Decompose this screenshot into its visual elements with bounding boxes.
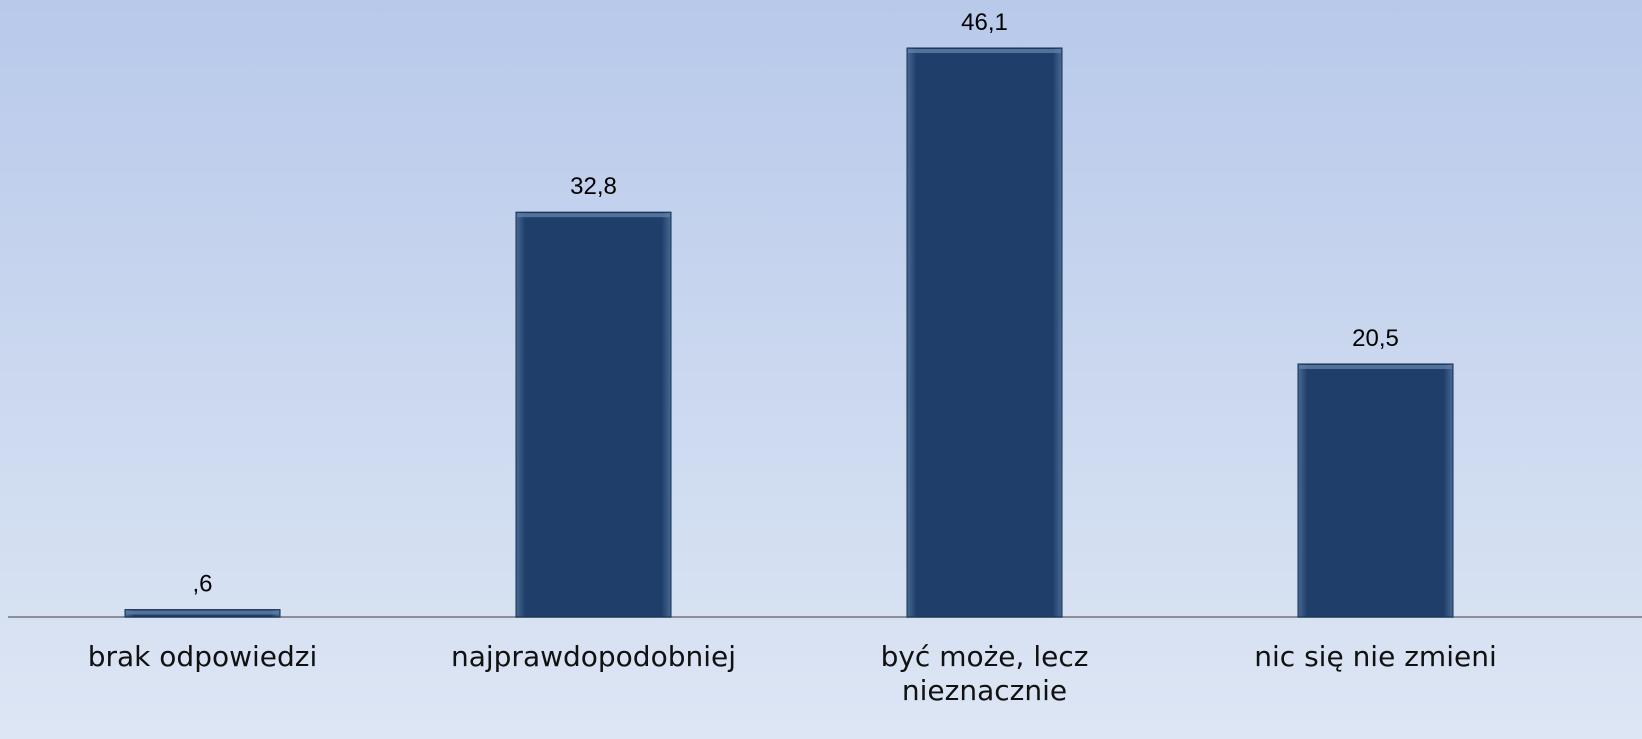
x-tick-label: najprawdopodobniej xyxy=(450,640,737,673)
value-label: ,6 xyxy=(192,571,212,598)
value-label: 46,1 xyxy=(961,9,1008,36)
bar-highlight xyxy=(908,49,1061,53)
bar xyxy=(515,211,672,618)
bar-highlight xyxy=(517,213,670,218)
x-tick-label: brak odpowiedzi xyxy=(87,640,318,673)
value-label: 20,5 xyxy=(1352,325,1399,352)
x-tick-label: nic się nie zmieni xyxy=(1254,640,1497,673)
bar-highlight xyxy=(126,610,279,615)
bar xyxy=(906,47,1063,618)
x-tick-label: być może, lecz nieznacznie xyxy=(880,640,1089,707)
bar xyxy=(1297,363,1454,618)
value-label: 32,8 xyxy=(570,173,617,200)
bar-highlight xyxy=(1299,364,1452,369)
